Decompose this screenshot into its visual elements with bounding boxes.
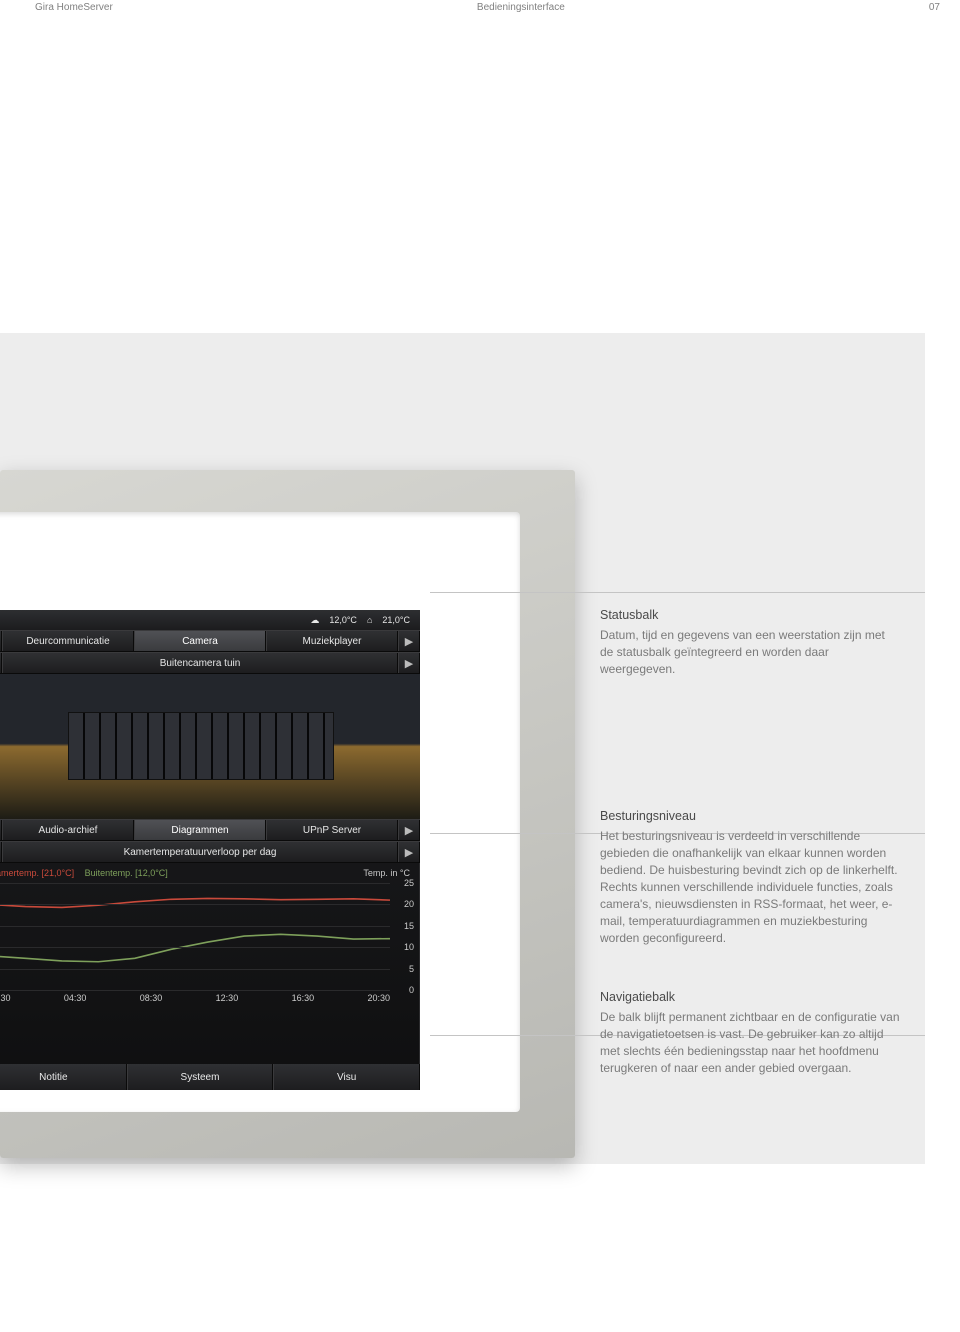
callout-level-body: Het besturingsniveau is verdeeld in vers… bbox=[600, 828, 900, 947]
device-screen: 30 ☁ 12,0°C ⌂ 21,0°C ◀ Deurcommunicatie … bbox=[0, 610, 420, 1090]
status-home-temp: 21,0°C bbox=[382, 615, 410, 625]
nav-btn-0[interactable]: Notitie bbox=[0, 1064, 127, 1090]
tab-top-2[interactable]: Muziekplayer bbox=[266, 631, 398, 651]
sub-top-label: Buitencamera tuin bbox=[2, 653, 398, 673]
home-icon: ⌂ bbox=[367, 615, 372, 625]
chart-ylabel: Temp. in °C bbox=[363, 868, 410, 878]
page-header: Gira HomeServer Bedieningsinterface 07 bbox=[0, 0, 960, 20]
series-room-label: Kamertemp. [21,0°C] bbox=[0, 868, 74, 878]
nav-btn-1[interactable]: Systeem bbox=[127, 1064, 274, 1090]
sub-top-next[interactable]: ▶ bbox=[398, 653, 420, 673]
sub-mid-label: Kamertemperatuurverloop per dag bbox=[2, 842, 398, 862]
device-bezel: 30 ☁ 12,0°C ⌂ 21,0°C ◀ Deurcommunicatie … bbox=[0, 512, 520, 1112]
sub-mid-next[interactable]: ▶ bbox=[398, 842, 420, 862]
device-frame: 30 ☁ 12,0°C ⌂ 21,0°C ◀ Deurcommunicatie … bbox=[0, 470, 575, 1158]
callout-status-body: Datum, tijd en gegevens van een weerstat… bbox=[600, 627, 900, 678]
status-weather: 12,0°C bbox=[329, 615, 357, 625]
chart-svg bbox=[0, 883, 390, 990]
tab-top-0[interactable]: Deurcommunicatie bbox=[2, 631, 134, 651]
tab-top-1[interactable]: Camera bbox=[134, 631, 266, 651]
subrow-top: ◀ Buitencamera tuin ▶ bbox=[0, 652, 420, 674]
navbar: Notitie Systeem Visu bbox=[0, 1064, 420, 1090]
weather-icon: ☁ bbox=[310, 615, 319, 626]
callout-nav-body: De balk blijft permanent zichtbaar en de… bbox=[600, 1009, 900, 1077]
tab-mid-1[interactable]: Diagrammen bbox=[134, 820, 266, 840]
camera-view bbox=[0, 674, 420, 819]
callout-status-title: Statusbalk bbox=[600, 607, 900, 625]
chart-xlabels: 00:3004:3008:3012:3016:3020:30 bbox=[0, 991, 420, 1003]
statusbar: 30 ☁ 12,0°C ⌂ 21,0°C bbox=[0, 610, 420, 630]
tabs-mid-next[interactable]: ▶ bbox=[398, 820, 420, 840]
callout-nav: Navigatiebalk De balk blijft permanent z… bbox=[600, 989, 900, 1077]
callouts: Statusbalk Datum, tijd en gegevens van e… bbox=[600, 607, 900, 1113]
callout-nav-title: Navigatiebalk bbox=[600, 989, 900, 1007]
callout-level-title: Besturingsniveau bbox=[600, 808, 900, 826]
leader-status bbox=[430, 592, 925, 593]
header-page: 07 bbox=[929, 2, 940, 20]
chart-area: 0510152025 bbox=[0, 883, 390, 991]
callout-status: Statusbalk Datum, tijd en gegevens van e… bbox=[600, 607, 900, 678]
tabs-mid: ◀ Audio-archief Diagrammen UPnP Server ▶ bbox=[0, 819, 420, 841]
callout-level: Besturingsniveau Het besturingsniveau is… bbox=[600, 808, 900, 947]
tab-mid-2[interactable]: UPnP Server bbox=[266, 820, 398, 840]
chart-header: Kamertemp. [21,0°C] Buitentemp. [12,0°C]… bbox=[0, 863, 420, 883]
subrow-mid: ◀ Kamertemperatuurverloop per dag ▶ bbox=[0, 841, 420, 863]
header-left: Gira HomeServer bbox=[35, 2, 113, 20]
nav-btn-2[interactable]: Visu bbox=[273, 1064, 420, 1090]
series-out-label: Buitentemp. [12,0°C] bbox=[85, 868, 168, 878]
tab-mid-0[interactable]: Audio-archief bbox=[2, 820, 134, 840]
header-center: Bedieningsinterface bbox=[477, 2, 565, 20]
tabs-top: ◀ Deurcommunicatie Camera Muziekplayer ▶ bbox=[0, 630, 420, 652]
tabs-top-next[interactable]: ▶ bbox=[398, 631, 420, 651]
